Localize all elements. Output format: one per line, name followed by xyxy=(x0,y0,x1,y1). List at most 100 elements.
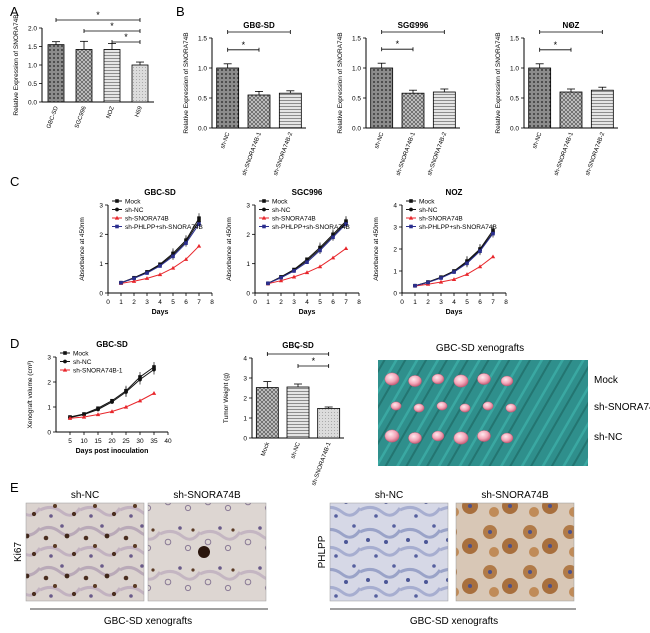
chart-D1: 0 1 2 3 Xenograft volume (cm³) GBC-SD 5 10 15 20 2… xyxy=(27,340,172,455)
y-tick-label: 0.0 xyxy=(198,126,207,133)
chart-B1: 0.0 0.5 1.0 1.5 Relative Expression of SNORA… xyxy=(183,21,306,177)
bar xyxy=(75,49,93,103)
data-point xyxy=(183,257,189,261)
y-tick-label: 2 xyxy=(99,232,103,239)
x-tick-label: 30 xyxy=(136,438,144,445)
x-tick-label: 6 xyxy=(331,299,335,306)
chart-title: GBC-SD xyxy=(243,21,275,30)
data-point xyxy=(408,215,414,220)
y-axis-label: Relative Expression of SNORA74B xyxy=(337,32,344,133)
y-tick-label: 1.0 xyxy=(28,63,37,70)
data-point xyxy=(331,235,335,240)
x-tick-label: sh-SNORA74B-2 xyxy=(427,131,448,177)
y-tick-label: 0.0 xyxy=(510,126,519,133)
legend-label: Mock xyxy=(419,199,435,206)
data-point xyxy=(478,249,482,253)
photo-row-label-0: Mock xyxy=(594,375,619,386)
x-tick-label: sh-SNORA74B-1 xyxy=(396,131,417,177)
data-point xyxy=(171,254,175,259)
significance-star: * xyxy=(411,22,415,32)
data-point xyxy=(109,409,115,414)
data-point xyxy=(124,390,128,394)
x-tick-label: 35 xyxy=(150,438,158,445)
ihc-marker-label: Ki67 xyxy=(13,542,24,562)
x-tick-label: 0 xyxy=(106,299,110,306)
data-point xyxy=(131,279,137,283)
data-point xyxy=(262,199,266,203)
chart-title: NOZ xyxy=(446,188,463,197)
y-tick-label: 1.0 xyxy=(510,66,519,73)
data-point xyxy=(137,398,143,403)
ihc-panel: sh-NC sh-SNORA74B sh-NC sh-SNORA74B Ki67 PHLP… xyxy=(13,490,576,627)
y-tick-label: 0.5 xyxy=(28,81,37,88)
data-point xyxy=(81,414,87,419)
legend-label: sh-NC xyxy=(73,359,92,366)
x-tick-label: 25 xyxy=(122,438,130,445)
x-tick-label: sh-SNORA74B-1 xyxy=(554,131,575,177)
ihc-header: sh-SNORA74B xyxy=(481,490,549,501)
data-point xyxy=(63,351,67,355)
tumor xyxy=(390,401,402,411)
y-tick-label: 1.5 xyxy=(28,44,37,51)
y-tick-label: 2 xyxy=(246,232,250,239)
ihc-image xyxy=(455,502,575,602)
significance-star: * xyxy=(396,39,400,49)
x-tick-label: 8 xyxy=(357,299,361,306)
y-axis-label: Absorbance at 450nm xyxy=(226,217,233,281)
x-tick-label: 1 xyxy=(413,299,417,306)
data-point xyxy=(266,281,270,286)
x-tick-label: NOZ xyxy=(106,105,116,119)
data-point xyxy=(344,222,348,226)
chart-title: GBC-SD xyxy=(144,188,176,197)
y-tick-label: 0.5 xyxy=(352,96,361,103)
series-line xyxy=(267,222,347,284)
data-point xyxy=(96,407,100,412)
y-tick-label: 1.0 xyxy=(198,66,207,73)
y-tick-label: 2 xyxy=(393,247,397,254)
data-point xyxy=(184,241,188,245)
chart-C2: 0 1 2 3 Absorbance at 450nm SGC996 0 1 2 3 4 5 6 7 8 Da… xyxy=(226,188,361,316)
y-tick-label: 3 xyxy=(99,203,103,210)
data-point xyxy=(110,400,114,404)
legend-label: sh-SNORA74B xyxy=(125,216,169,223)
x-tick-label: sh-SNORA74B-2 xyxy=(273,131,294,177)
y-axis-label: Relative Expression of SNORA74B xyxy=(495,32,502,133)
bar xyxy=(528,67,552,129)
y-tick-label: 2 xyxy=(243,396,247,403)
data-point xyxy=(262,207,266,212)
significance-star: * xyxy=(124,32,128,42)
data-point xyxy=(438,279,444,284)
significance-star: * xyxy=(257,22,261,32)
x-tick-label: SGC996 xyxy=(74,105,88,129)
y-tick-label: 0.5 xyxy=(198,96,207,103)
y-tick-label: 2 xyxy=(47,380,51,387)
y-tick-label: 0 xyxy=(393,291,397,298)
data-point xyxy=(123,404,129,409)
panel-label-E: E xyxy=(10,480,19,495)
legend-label: sh-SNORA74B xyxy=(272,216,316,223)
chart-A: 0.0 0.5 1.0 1.5 2.0 Relative Expression of SN… xyxy=(13,10,154,130)
data-point xyxy=(317,264,323,269)
data-point xyxy=(262,224,266,229)
x-tick-label: 3 xyxy=(145,299,149,306)
tumor xyxy=(436,401,448,411)
data-point xyxy=(413,283,417,288)
chart-C3: 0 1 2 3 4 Absorbance at 450nm NOZ 0 1 2 3 4 5 6 7 8 Days… xyxy=(373,188,508,316)
significance-star: * xyxy=(110,21,114,31)
data-point xyxy=(305,260,309,264)
x-tick-label: 40 xyxy=(164,438,172,445)
data-point xyxy=(115,207,119,212)
data-point xyxy=(145,271,149,275)
ihc-marker-label: PHLPP xyxy=(317,535,328,568)
legend-label: Mock xyxy=(272,199,288,206)
y-axis-label: Relative Expression of SNORA74B xyxy=(183,32,190,133)
legend-label: Mock xyxy=(73,351,89,358)
tumor xyxy=(477,430,491,442)
y-tick-label: 3 xyxy=(393,225,397,232)
legend-label: sh-NC xyxy=(272,207,291,214)
data-point xyxy=(304,270,310,275)
bar xyxy=(216,67,240,129)
x-tick-label: 8 xyxy=(210,299,214,306)
data-point xyxy=(170,265,176,270)
data-point xyxy=(279,275,283,280)
